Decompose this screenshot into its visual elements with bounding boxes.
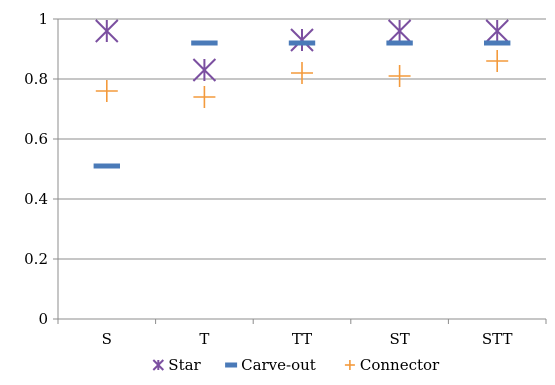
x-tick-label: T [199,330,209,348]
data-point-connector [95,80,118,102]
y-tick-label: 0.6 [24,130,48,148]
x-tick-label: TT [292,330,312,348]
legend-label: Connector [360,356,440,374]
legend-marker [152,359,165,371]
data-point-star [290,28,314,52]
y-axis-ticks: 0 0.2 0.4 0.6 0.8 1 [24,10,48,328]
x-tick-label: S [102,330,112,348]
y-tick-label: 0.4 [24,190,48,208]
axes [53,18,547,324]
data-points [93,19,511,169]
y-tick-label: 0 [38,310,48,328]
legend-label: Carve-out [241,356,316,374]
legend-item: Star [152,356,202,374]
y-tick-label: 1 [38,10,48,28]
legend: Star Carve-out Connector [152,356,440,374]
data-point-connector [388,65,411,87]
data-point-star [192,58,217,82]
data-point-star [387,19,412,43]
legend-label: Star [168,356,201,374]
legend-marker [344,360,355,370]
data-point-connector [291,62,313,84]
legend-item: Carve-out [225,356,316,374]
data-point-star [95,19,119,43]
x-axis-ticks: S T TT ST STT [102,330,513,348]
data-point-connector [193,86,216,108]
x-tick-label: STT [482,330,513,348]
legend-item: Connector [344,356,440,374]
y-tick-label: 0.8 [24,70,48,88]
gridlines [58,18,546,260]
data-point-star [485,19,509,43]
x-tick-label: ST [389,330,409,348]
y-tick-label: 0.2 [24,250,48,268]
data-point-connector [486,50,509,72]
